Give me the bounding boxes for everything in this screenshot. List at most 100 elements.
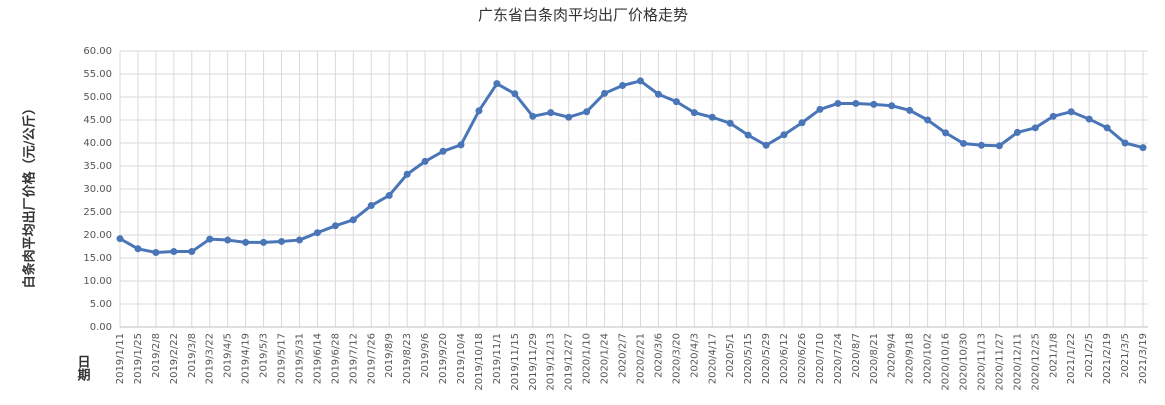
x-tick-label: 2020/10/30 bbox=[959, 333, 970, 391]
x-tick-label: 2019/5/3 bbox=[259, 333, 270, 378]
x-tick-label: 2020/7/24 bbox=[833, 333, 844, 384]
point bbox=[367, 202, 375, 210]
x-tick-label: 2021/2/5 bbox=[1084, 333, 1095, 378]
x-tick-label: 2020/10/2 bbox=[923, 333, 934, 384]
y-tick-label: 50.00 bbox=[83, 92, 112, 103]
x-tick-label: 2020/11/27 bbox=[994, 333, 1005, 391]
point bbox=[529, 112, 537, 120]
point bbox=[152, 248, 160, 256]
x-tick-label: 2019/4/19 bbox=[241, 333, 252, 384]
x-tick-label: 2020/3/6 bbox=[653, 333, 664, 378]
x-tick-label: 2019/2/22 bbox=[169, 333, 180, 384]
point bbox=[708, 113, 716, 121]
point bbox=[583, 108, 591, 116]
x-tick-label: 2019/5/31 bbox=[294, 333, 305, 384]
point bbox=[834, 99, 842, 107]
point bbox=[188, 248, 196, 256]
x-tick-label: 2019/8/23 bbox=[402, 333, 413, 384]
x-tick-label: 2020/4/3 bbox=[689, 333, 700, 378]
x-tick-label: 2019/12/13 bbox=[546, 333, 557, 391]
x-tick-label: 2020/4/17 bbox=[707, 333, 718, 384]
x-tick-label: 2021/2/19 bbox=[1102, 333, 1113, 384]
price-line bbox=[119, 79, 1144, 254]
point bbox=[798, 119, 806, 127]
x-tick-label: 2020/6/12 bbox=[779, 333, 790, 384]
point bbox=[1103, 124, 1111, 132]
x-tick-label: 2019/11/29 bbox=[528, 333, 539, 391]
point bbox=[726, 119, 734, 127]
point bbox=[636, 77, 644, 85]
y-axis-title: 白条肉平均出厂价格（元/公斤） bbox=[22, 102, 38, 289]
point bbox=[1049, 112, 1057, 120]
y-tick-label: 10.00 bbox=[83, 276, 112, 287]
point bbox=[601, 89, 609, 97]
point bbox=[439, 147, 447, 155]
point bbox=[278, 237, 286, 245]
x-tick-label: 2020/2/21 bbox=[635, 333, 646, 384]
x-tick-label: 2020/1/10 bbox=[582, 333, 593, 384]
x-tick-label: 2020/2/7 bbox=[618, 333, 629, 378]
x-tick-label: 2020/12/25 bbox=[1030, 333, 1041, 391]
point bbox=[654, 90, 662, 98]
y-tick-label: 40.00 bbox=[83, 138, 112, 149]
y-tick-label: 15.00 bbox=[83, 253, 112, 264]
x-tick-label: 2020/7/10 bbox=[815, 333, 826, 384]
x-tick-label: 2020/8/21 bbox=[869, 333, 880, 384]
x-tick-label: 2020/6/26 bbox=[797, 333, 808, 384]
point bbox=[672, 98, 680, 106]
x-tick-label: 2019/6/14 bbox=[312, 333, 323, 384]
point bbox=[780, 131, 788, 139]
y-tick-label: 25.00 bbox=[83, 207, 112, 218]
x-tick-label: 2020/1/24 bbox=[600, 333, 611, 384]
chart-title: 广东省白条肉平均出厂价格走势 bbox=[478, 6, 688, 24]
point bbox=[690, 109, 698, 117]
x-tick-label: 2020/10/16 bbox=[941, 333, 952, 391]
y-tick-label: 0.00 bbox=[90, 322, 112, 333]
point bbox=[888, 102, 896, 110]
x-tick-label: 2019/9/20 bbox=[438, 333, 449, 384]
x-tick-label: 2021/1/22 bbox=[1066, 333, 1077, 384]
point bbox=[1067, 108, 1075, 116]
point bbox=[260, 238, 268, 246]
point bbox=[331, 222, 339, 230]
x-tick-label: 2019/1/11 bbox=[115, 333, 126, 384]
point bbox=[116, 235, 124, 243]
x-tick-label: 2019/2/8 bbox=[151, 333, 162, 378]
point bbox=[906, 106, 914, 114]
point bbox=[1085, 115, 1093, 123]
x-tick-label: 2019/10/18 bbox=[474, 333, 485, 391]
x-tick-label: 2019/11/15 bbox=[510, 333, 521, 391]
x-tick-label: 2020/5/15 bbox=[743, 333, 754, 384]
x-tick-label: 2020/3/20 bbox=[671, 333, 682, 384]
x-tick-label: 2020/5/29 bbox=[761, 333, 772, 384]
point bbox=[870, 100, 878, 108]
point bbox=[170, 248, 178, 256]
x-tick-label: 2019/4/5 bbox=[223, 333, 234, 378]
x-tick-label: 2019/7/26 bbox=[366, 333, 377, 384]
point bbox=[457, 141, 465, 149]
y-tick-label: 45.00 bbox=[83, 115, 112, 126]
point bbox=[1139, 144, 1147, 152]
point bbox=[1121, 139, 1129, 147]
point bbox=[475, 107, 483, 115]
point bbox=[349, 216, 357, 224]
point bbox=[313, 229, 321, 237]
point bbox=[744, 131, 752, 139]
x-tick-label: 2019/3/8 bbox=[187, 333, 198, 378]
y-tick-label: 35.00 bbox=[83, 161, 112, 172]
x-tick-label: 2019/5/17 bbox=[277, 333, 288, 384]
point bbox=[295, 236, 303, 244]
point bbox=[924, 116, 932, 124]
point bbox=[977, 141, 985, 149]
point bbox=[852, 99, 860, 107]
x-tick-label: 2020/8/7 bbox=[851, 333, 862, 378]
y-tick-label: 60.00 bbox=[83, 46, 112, 57]
x-tick-label: 2021/3/5 bbox=[1120, 333, 1131, 378]
x-tick-label: 2019/3/22 bbox=[205, 333, 216, 384]
point bbox=[816, 105, 824, 113]
x-tick-label: 2019/6/28 bbox=[330, 333, 341, 384]
point bbox=[619, 82, 627, 89]
point bbox=[493, 80, 501, 88]
y-tick-label: 20.00 bbox=[83, 230, 112, 241]
